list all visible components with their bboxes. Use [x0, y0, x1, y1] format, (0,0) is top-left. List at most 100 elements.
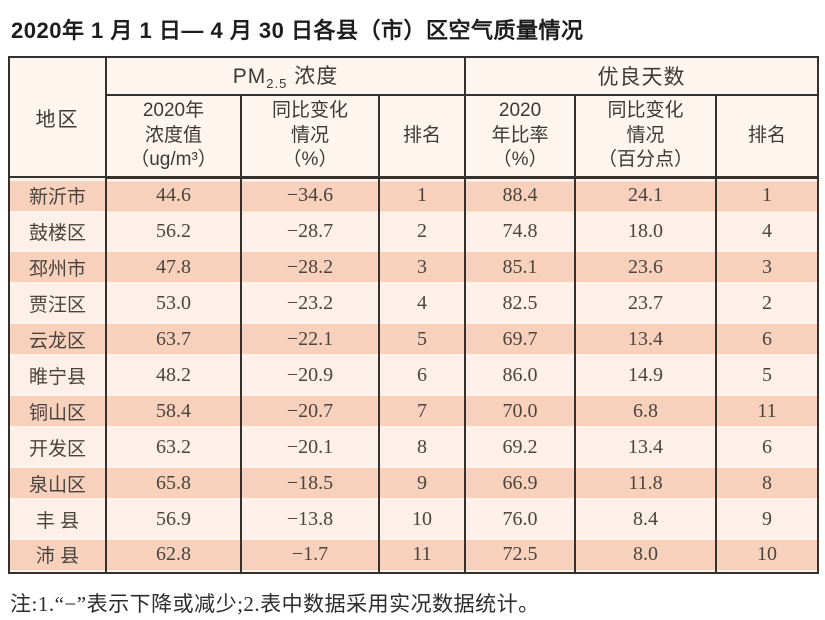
pm-rank-cell: 6 — [377, 357, 467, 393]
days-rank-cell: 9 — [715, 501, 820, 537]
table-row: 睢宁县 48.2 −20.9 6 86.0 14.9 5 — [8, 357, 820, 393]
days-change-cell: 6.8 — [574, 393, 718, 429]
days-rank-cell: 6 — [715, 429, 820, 465]
col-header-days-rank: 排名 — [715, 94, 820, 179]
days-ratio-cell: 82.5 — [464, 285, 577, 321]
days-change-cell: 8.4 — [574, 501, 718, 537]
pm-value-cell: 58.4 — [105, 393, 242, 429]
days-ratio-cell: 86.0 — [464, 357, 577, 393]
pm-label-suffix: 浓度 — [287, 65, 339, 89]
col-group-good-days: 优良天数 — [464, 56, 820, 96]
region-cell: 睢宁县 — [8, 357, 107, 393]
days-change-cell: 13.4 — [574, 429, 718, 465]
table-row: 铜山区 58.4 −20.7 7 70.0 6.8 11 — [8, 393, 820, 429]
pm-rank-cell: 8 — [377, 429, 467, 465]
region-cell: 铜山区 — [8, 393, 107, 429]
days-rank-cell: 2 — [715, 285, 820, 321]
days-change-cell: 13.4 — [574, 321, 718, 357]
pm-label-prefix: PM — [232, 65, 267, 89]
days-change-cell: 23.7 — [574, 285, 718, 321]
pm-change-cell: −28.7 — [240, 213, 380, 249]
pm-change-cell: −18.5 — [240, 465, 380, 501]
pm-change-cell: −28.2 — [240, 249, 380, 285]
region-cell: 丰 县 — [8, 501, 107, 537]
pm-value-cell: 63.2 — [105, 429, 242, 465]
pm-value-cell: 48.2 — [105, 357, 242, 393]
days-ratio-cell: 69.7 — [464, 321, 577, 357]
region-cell: 沛 县 — [8, 537, 107, 573]
days-rank-cell: 6 — [715, 321, 820, 357]
col-header-days-change: 同比变化 情况 （百分点） — [574, 94, 718, 179]
days-rank-cell: 4 — [715, 213, 820, 249]
page-title: 2020年 1 月 1 日— 4 月 30 日各县（市）区空气质量情况 — [11, 18, 584, 43]
days-rank-cell: 3 — [715, 249, 820, 285]
col-header-region: 地区 — [8, 56, 107, 178]
pm-value-cell: 44.6 — [105, 177, 242, 213]
days-rank-cell: 5 — [715, 357, 820, 393]
pm-rank-cell: 4 — [377, 285, 467, 321]
pm-rank-cell: 1 — [377, 177, 467, 213]
pm-change-cell: −23.2 — [240, 285, 380, 321]
pm-rank-cell: 11 — [377, 537, 467, 573]
days-change-cell: 11.8 — [574, 465, 718, 501]
header-sub-row: 2020年 浓度值 （ug/m³） 同比变化 情况 （%） 排名 2020 年比… — [9, 94, 820, 179]
region-cell: 开发区 — [8, 429, 107, 465]
table-row: 新沂市 44.6 −34.6 1 88.4 24.1 1 — [8, 177, 820, 213]
table-row: 沛 县 62.8 −1.7 11 72.5 8.0 10 — [8, 537, 820, 573]
pm-change-cell: −22.1 — [240, 321, 380, 357]
col-header-days-ratio: 2020 年比率 （%） — [464, 94, 577, 179]
pm-change-cell: −20.7 — [240, 393, 380, 429]
pm-change-cell: −34.6 — [240, 177, 380, 213]
days-ratio-cell: 70.0 — [464, 393, 577, 429]
pm-value-cell: 65.8 — [105, 465, 242, 501]
pm-change-cell: −20.9 — [240, 357, 380, 393]
col-header-pm-change: 同比变化 情况 （%） — [240, 94, 380, 179]
region-cell: 贾汪区 — [8, 285, 107, 321]
table-row: 鼓楼区 56.2 −28.7 2 74.8 18.0 4 — [8, 213, 820, 249]
pm-rank-cell: 2 — [377, 213, 467, 249]
days-ratio-cell: 88.4 — [464, 177, 577, 213]
table-row: 云龙区 63.7 −22.1 5 69.7 13.4 6 — [8, 321, 820, 357]
pm-value-cell: 63.7 — [105, 321, 242, 357]
days-ratio-cell: 85.1 — [464, 249, 577, 285]
footnote: 注:1.“−”表示下降或减少;2.表中数据采用实况数据统计。 — [10, 592, 540, 616]
pm-rank-cell: 7 — [377, 393, 467, 429]
pm-value-cell: 56.9 — [105, 501, 242, 537]
air-quality-table: 地区 PM2.5 浓度 优良天数 2020年 浓度值 （ug/m³） 同比变化 … — [8, 56, 820, 574]
pm-change-cell: −1.7 — [240, 537, 380, 573]
pm-value-cell: 62.8 — [105, 537, 242, 573]
days-change-cell: 23.6 — [574, 249, 718, 285]
table-row: 邳州市 47.8 −28.2 3 85.1 23.6 3 — [8, 249, 820, 285]
region-cell: 泉山区 — [8, 465, 107, 501]
region-cell: 新沂市 — [8, 177, 107, 213]
pm-change-cell: −13.8 — [240, 501, 380, 537]
pm-rank-cell: 5 — [377, 321, 467, 357]
pm-change-cell: −20.1 — [240, 429, 380, 465]
pm-value-cell: 53.0 — [105, 285, 242, 321]
pm-rank-cell: 10 — [377, 501, 467, 537]
pm-rank-cell: 3 — [377, 249, 467, 285]
table-row: 丰 县 56.9 −13.8 10 76.0 8.4 9 — [8, 501, 820, 537]
table-header: 地区 PM2.5 浓度 优良天数 2020年 浓度值 （ug/m³） 同比变化 … — [8, 56, 820, 179]
pm-value-cell: 47.8 — [105, 249, 242, 285]
days-ratio-cell: 76.0 — [464, 501, 577, 537]
table-body: 新沂市 44.6 −34.6 1 88.4 24.1 1 鼓楼区 56.2 −28.7 2 74.8 1… — [8, 177, 820, 573]
days-change-cell: 14.9 — [574, 357, 718, 393]
pm-label-subscript: 2.5 — [266, 76, 288, 92]
col-header-pm-value: 2020年 浓度值 （ug/m³） — [105, 94, 242, 179]
days-rank-cell: 1 — [715, 177, 820, 213]
days-rank-cell: 10 — [715, 537, 820, 573]
col-header-pm-rank: 排名 — [377, 94, 467, 179]
header-group-row: 地区 PM2.5 浓度 优良天数 — [8, 56, 820, 178]
days-ratio-cell: 74.8 — [464, 213, 577, 249]
region-cell: 邳州市 — [8, 249, 107, 285]
pm-value-cell: 56.2 — [105, 213, 242, 249]
days-ratio-cell: 66.9 — [464, 465, 577, 501]
days-change-cell: 18.0 — [574, 213, 718, 249]
table-row: 贾汪区 53.0 −23.2 4 82.5 23.7 2 — [8, 285, 820, 321]
days-rank-cell: 11 — [715, 393, 820, 429]
region-cell: 鼓楼区 — [8, 213, 107, 249]
table-row: 开发区 63.2 −20.1 8 69.2 13.4 6 — [8, 429, 820, 465]
days-rank-cell: 8 — [715, 465, 820, 501]
